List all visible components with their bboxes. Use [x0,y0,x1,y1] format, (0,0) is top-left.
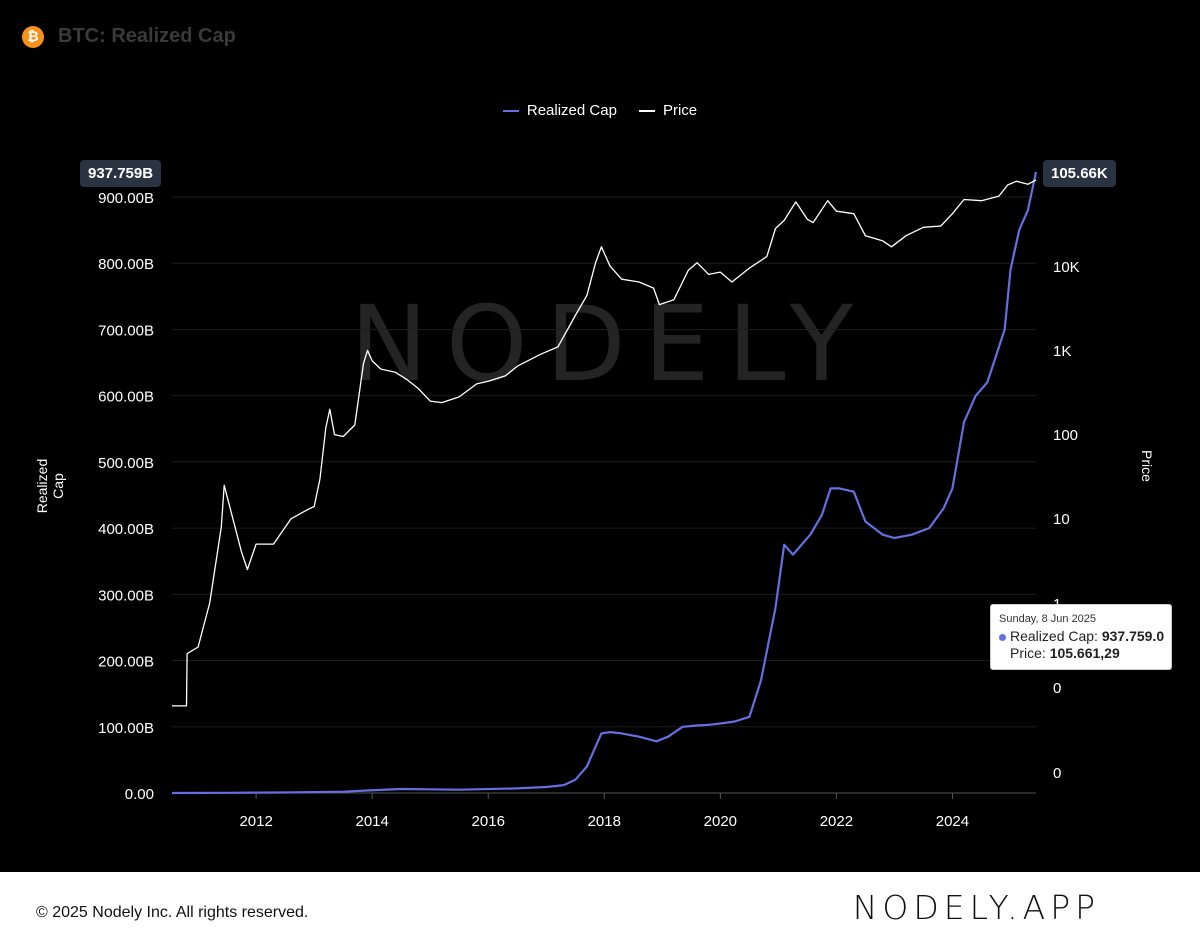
tooltip-realized-label: Realized Cap: [1010,628,1098,644]
chart-plot[interactable]: 0.00 100.00B 200.00B 300.00B 400.00B 500.00B 6… [0,0,1200,872]
watermark: NODELY [350,283,872,405]
tooltip-price-value: 105.661,29 [1049,645,1120,661]
y-left-tick-label: 400.00B [98,521,154,538]
footer: © 2025 Nodely Inc. All rights reserved. … [0,872,1200,937]
current-realized-cap-badge: 937.759B [80,160,162,187]
legend-swatch-price [638,109,655,112]
chart-header: ₿ BTC: Realized Cap [22,25,236,48]
y-right-tick-label: 100 [1053,427,1078,444]
y-right-tick-label: 1K [1053,343,1071,360]
tooltip-date: Sunday, 8 Jun 2025 [999,613,1097,625]
legend-label-realized-cap: Realized Cap [526,102,617,119]
y-right-tick-label: 10K [1053,259,1080,276]
y-left-tick-label: 800.00B [98,256,154,273]
legend-item-price[interactable]: Price [638,102,698,119]
current-price-badge: 105.66K [1043,160,1116,187]
y-right-tick-label: 10 [1053,511,1070,528]
series-line-realized-cap [171,171,1038,795]
y-left-tick-label: 200.00B [98,654,154,671]
y-left-tick-label: 700.00B [98,322,154,339]
y-left-tick-label: 600.00B [98,389,154,406]
y-right-tick-label: 0 [1053,680,1061,697]
x-tick-label: 2014 [356,813,389,830]
y-left-tick-label: 500.00B [98,455,154,472]
tooltip-price-label: Price: [1010,645,1046,661]
tooltip-row-price: Price: 105.661,29 [999,645,1163,662]
legend-label-price: Price [662,102,698,119]
tooltip-row-realized-cap: Realized Cap: 937.759.0 [999,628,1165,645]
y-left-tick-label: 300.00B [98,587,154,604]
legend-item-realized-cap[interactable]: Realized Cap [502,102,617,119]
tooltip-realized-value: 937.759.0 [1101,628,1165,644]
chart-area: ₿ BTC: Realized Cap Realized Cap Price N… [0,0,1200,872]
brand-logo[interactable]: NODELY.APP [852,888,1100,927]
hover-tooltip: Sunday, 8 Jun 2025 Realized Cap: 937.759… [990,604,1172,670]
y-left-tick-label: 100.00B [98,720,154,737]
x-tick-label: 2024 [936,813,969,830]
y-axis-right-title: Price [1139,450,1155,482]
x-tick-label: 2020 [704,813,737,830]
y-right-tick-label: 0 [1053,765,1061,782]
legend: Realized Cap Price [0,102,1200,119]
copyright-text: © 2025 Nodely Inc. All rights reserved. [36,904,309,921]
x-tick-label: 2018 [588,813,621,830]
legend-swatch-realized-cap [502,109,519,112]
tooltip-dot-icon [999,633,1006,641]
y-axis-left-title: Realized Cap [34,458,66,514]
x-tick-label: 2022 [820,813,853,830]
bitcoin-icon: ₿ [22,25,44,48]
x-tick-label: 2012 [239,813,272,830]
y-left-tick-label: 900.00B [98,190,154,207]
series-line-price [172,179,1037,707]
chart-title: BTC: Realized Cap [58,25,236,47]
y-left-tick-label: 0.00 [125,786,154,803]
x-tick-label: 2016 [472,813,505,830]
